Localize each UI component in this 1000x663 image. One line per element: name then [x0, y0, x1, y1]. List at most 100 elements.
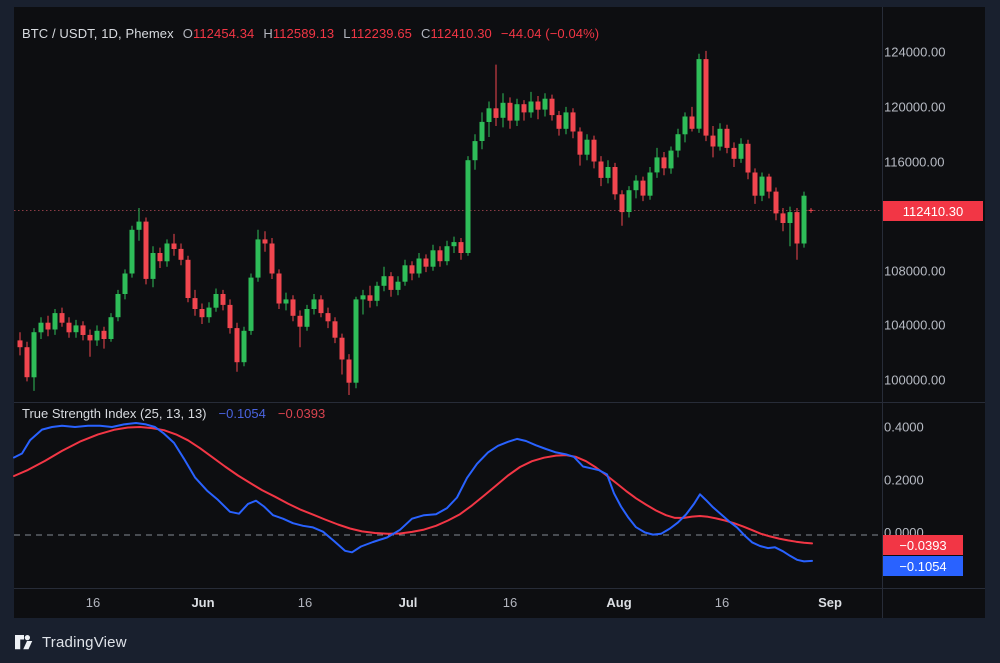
candle-body — [17, 340, 23, 348]
candle — [591, 135, 597, 169]
candle-body — [24, 347, 30, 378]
candle — [213, 288, 219, 312]
candle — [535, 96, 541, 120]
candle-body — [262, 239, 268, 244]
candle — [143, 217, 149, 285]
candle — [199, 303, 205, 324]
candle-body — [178, 248, 184, 260]
candle-body — [507, 102, 513, 121]
candle — [458, 238, 464, 260]
candle — [577, 127, 583, 166]
candle-body — [122, 273, 128, 294]
candle — [808, 208, 814, 213]
candle — [171, 233, 177, 256]
tradingview-logo-icon — [15, 634, 33, 649]
candle-body — [801, 195, 807, 244]
candle — [521, 100, 527, 121]
candle-body — [465, 160, 471, 253]
candle — [353, 296, 359, 389]
candle-body — [563, 112, 569, 129]
candle — [703, 50, 709, 142]
tsi-tick-label: 0.2000 — [884, 472, 924, 488]
candle — [745, 139, 751, 180]
candle — [752, 168, 758, 204]
candle — [234, 322, 240, 372]
candle-body — [787, 212, 793, 223]
candle-body — [647, 172, 653, 196]
candle — [31, 328, 37, 391]
candle-body — [318, 299, 324, 314]
candle — [668, 146, 674, 174]
candle-body — [794, 212, 800, 244]
candle-body — [101, 330, 107, 339]
tsi-pane-area[interactable] — [14, 406, 882, 588]
main-chart-legend: BTC / USDT, 1D, Phemex O 112454.34 H 11258… — [22, 25, 599, 41]
time-tick-label: Sep — [818, 595, 842, 610]
candle — [430, 244, 436, 271]
candle — [647, 167, 653, 200]
candle — [248, 273, 254, 335]
candle — [192, 289, 198, 316]
candle-body — [542, 98, 548, 110]
candle — [556, 111, 562, 136]
candle-body — [605, 167, 611, 178]
candle-body — [710, 135, 716, 147]
tradingview-link[interactable]: TradingView — [15, 630, 127, 654]
candle — [654, 147, 660, 178]
candle — [269, 238, 275, 279]
candle-body — [374, 285, 380, 301]
candle — [59, 307, 65, 327]
candle — [325, 307, 331, 329]
candle — [80, 321, 86, 341]
candle — [444, 240, 450, 266]
candle-body — [381, 276, 387, 286]
candle — [465, 156, 471, 256]
candle-body — [136, 221, 142, 230]
candle — [283, 292, 289, 311]
tsi-slow-price-label: −0.0393 — [883, 535, 963, 555]
symbol-title[interactable]: BTC / USDT, 1D, Phemex — [22, 25, 174, 41]
candle — [157, 247, 163, 268]
candle-body — [206, 307, 212, 318]
candle-body — [486, 108, 492, 122]
candle-body — [626, 190, 632, 212]
candle — [563, 106, 569, 135]
candle-body — [598, 161, 604, 178]
candle-body — [591, 139, 597, 162]
candle — [45, 315, 51, 337]
candle-body — [556, 115, 562, 129]
candle — [381, 266, 387, 292]
candle — [696, 53, 702, 133]
candle — [507, 97, 513, 129]
candle — [87, 329, 93, 357]
candle — [122, 269, 128, 300]
candle-body — [255, 239, 261, 278]
candle — [423, 254, 429, 273]
candle — [794, 208, 800, 260]
open-value: 112454.34 — [192, 25, 255, 41]
candle-body — [234, 328, 240, 363]
candle-body — [395, 281, 401, 290]
time-tick-label: 16 — [502, 595, 518, 610]
tsi-title[interactable]: True Strength Index (25, 13, 13) — [22, 405, 207, 421]
candle — [262, 231, 268, 252]
candle-body — [325, 313, 331, 322]
candle — [129, 225, 135, 278]
candle — [94, 325, 100, 346]
candle — [633, 175, 639, 199]
candle-body — [451, 242, 457, 247]
candle — [66, 317, 72, 338]
candle — [346, 354, 352, 395]
low-value: 112239.65 — [350, 25, 412, 41]
candle-body — [577, 131, 583, 155]
candle — [297, 310, 303, 348]
candle-body — [304, 309, 310, 327]
main-chart-area[interactable] — [14, 7, 882, 399]
price-tick-label: 120000.00 — [884, 99, 946, 115]
candle — [395, 276, 401, 296]
price-scale[interactable] — [882, 7, 985, 588]
price-tick-label: 108000.00 — [884, 263, 946, 279]
candle-body — [192, 298, 198, 309]
candle — [409, 261, 415, 281]
candle-body — [500, 102, 506, 118]
